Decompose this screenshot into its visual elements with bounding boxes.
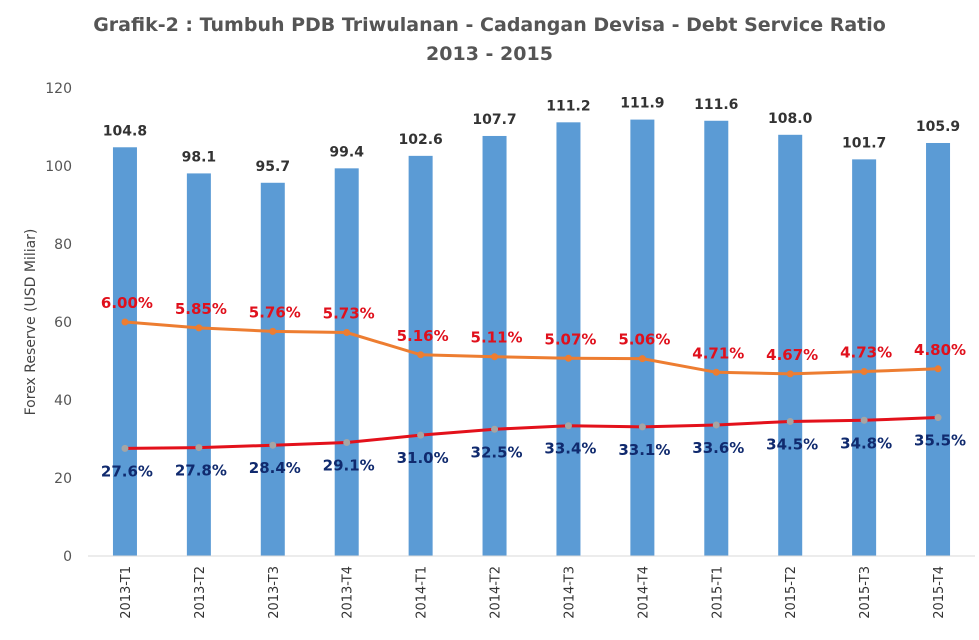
dsr-data-label: 5.85% <box>175 300 227 318</box>
x-tick-label: 2013-T2 <box>193 566 208 619</box>
gdp-point <box>638 423 646 431</box>
bar-data-label: 95.7 <box>256 159 291 175</box>
dsr-point <box>638 355 646 363</box>
bar-data-label: 99.4 <box>329 144 364 160</box>
dsr-point <box>860 368 868 376</box>
bar-data-label: 107.7 <box>472 112 516 128</box>
y-axis-title: Forex Reserve (USD Miliar) <box>23 229 39 416</box>
chart-title: Grafik-2 : Tumbuh PDB Triwulanan - Cadan… <box>93 14 886 36</box>
gdp-point <box>491 425 499 433</box>
gdp-data-label: 27.8% <box>175 462 227 480</box>
dsr-data-label: 5.76% <box>249 303 301 321</box>
bar-data-label: 98.1 <box>182 149 217 165</box>
gdp-data-label: 29.1% <box>323 457 375 475</box>
x-tick-label: 2013-T3 <box>267 566 282 619</box>
gdp-point <box>417 431 425 439</box>
bar-forex-reserve <box>112 147 137 556</box>
bar-forex-reserve <box>778 134 803 557</box>
x-tick-label: 2015-T2 <box>784 566 799 619</box>
gdp-point <box>269 441 277 449</box>
dsr-point <box>417 351 425 359</box>
x-tick-label: 2014-T3 <box>562 566 577 619</box>
dsr-data-label: 5.07% <box>544 330 596 348</box>
bar-forex-reserve <box>482 135 507 556</box>
dsr-data-label: 4.73% <box>840 344 892 362</box>
dsr-point <box>269 327 277 335</box>
bar-data-label: 111.2 <box>546 98 590 114</box>
y-tick-label: 20 <box>54 471 72 487</box>
x-tick-label: 2013-T4 <box>341 566 356 619</box>
dsr-data-label: 5.73% <box>323 305 375 323</box>
x-tick-label: 2014-T1 <box>415 566 430 619</box>
gdp-data-label: 34.8% <box>840 434 892 452</box>
dsr-point <box>491 353 499 361</box>
x-tick-label: 2015-T1 <box>710 566 725 619</box>
gdp-point <box>121 444 129 452</box>
gdp-series-line <box>124 416 939 450</box>
bar-data-label: 102.6 <box>398 132 442 148</box>
dsr-point <box>343 329 351 337</box>
gdp-data-label: 34.5% <box>766 435 818 453</box>
dsr-data-label: 4.80% <box>914 341 966 359</box>
gdp-point <box>712 421 720 429</box>
dsr-series-line <box>124 320 939 376</box>
dsr-data-label: 5.06% <box>618 331 670 349</box>
bar-data-label: 104.8 <box>103 123 147 139</box>
dsr-point <box>786 370 794 378</box>
bar-forex-reserve <box>556 122 581 556</box>
dsr-data-label: 4.71% <box>692 344 744 362</box>
x-tick-label: 2013-T1 <box>119 566 134 619</box>
dsr-data-label: 5.11% <box>471 329 523 347</box>
x-tick-label: 2015-T3 <box>858 566 873 619</box>
dsr-point <box>121 318 129 326</box>
y-tick-label: 120 <box>45 81 72 97</box>
dsr-data-label: 4.67% <box>766 346 818 364</box>
bar-forex-reserve <box>260 182 285 556</box>
y-tick-label: 60 <box>54 315 72 331</box>
y-tick-label: 0 <box>63 549 72 565</box>
bar-data-label: 111.6 <box>694 97 738 113</box>
bar-data-label: 101.7 <box>842 135 886 151</box>
bar-data-label: 111.9 <box>620 96 664 112</box>
gdp-point <box>564 422 572 430</box>
dsr-point <box>195 324 203 332</box>
bar-data-label: 105.9 <box>916 119 960 135</box>
bar-forex-reserve <box>186 173 211 556</box>
x-tick-label: 2014-T2 <box>489 566 504 619</box>
gdp-data-label: 33.6% <box>692 439 744 457</box>
y-tick-label: 80 <box>54 237 72 253</box>
x-tick-label: 2014-T4 <box>636 566 651 619</box>
dsr-point <box>934 365 942 373</box>
gdp-point <box>343 439 351 447</box>
gdp-data-label: 27.6% <box>101 462 153 480</box>
y-tick-label: 100 <box>45 159 72 175</box>
bar-forex-reserve <box>704 120 729 556</box>
gdp-data-label: 33.4% <box>544 440 596 458</box>
gdp-point <box>786 417 794 425</box>
gdp-point <box>195 444 203 452</box>
bar-forex-reserve <box>926 142 951 557</box>
chart-subtitle: 2013 - 2015 <box>426 43 553 65</box>
gdp-data-label: 35.5% <box>914 432 966 450</box>
gdp-data-label: 31.0% <box>397 449 449 467</box>
bar-data-label: 108.0 <box>768 111 813 127</box>
gdp-point <box>860 416 868 424</box>
y-tick-label: 40 <box>54 393 72 409</box>
gdp-data-label: 32.5% <box>471 443 523 461</box>
bar-forex-reserve <box>630 119 655 556</box>
dsr-data-label: 6.00% <box>101 294 153 312</box>
gdp-point <box>934 414 942 422</box>
bar-forex-reserve <box>852 159 877 556</box>
x-tick-label: 2015-T4 <box>932 566 947 619</box>
gdp-data-label: 28.4% <box>249 459 301 477</box>
bar-forex-reserve <box>334 168 359 556</box>
gdp-data-label: 33.1% <box>618 441 670 459</box>
dsr-data-label: 5.16% <box>397 327 449 345</box>
dsr-point <box>564 354 572 362</box>
dsr-point <box>712 368 720 376</box>
